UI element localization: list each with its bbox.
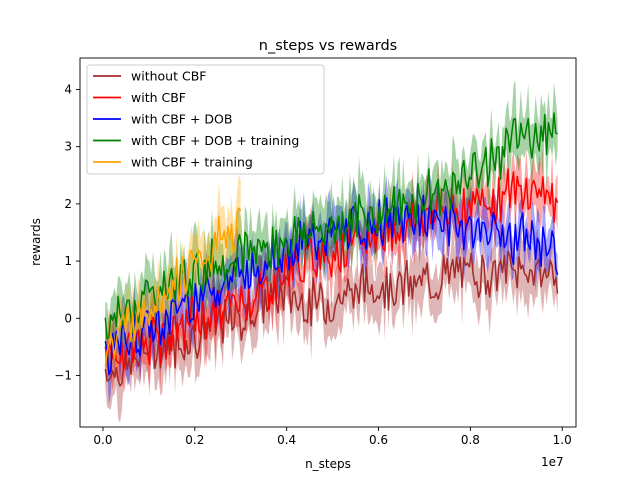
series-line [104, 194, 559, 376]
series-line [104, 168, 559, 371]
series-band [105, 80, 558, 375]
y-tick-label: 0 [64, 311, 72, 325]
legend: without CBF with CBF with CBF + DOB with CB… [86, 64, 325, 175]
y-axis-label: rewards [29, 218, 43, 266]
x-axis-scale-label: 1e7 [541, 455, 564, 469]
y-tick-label: −1 [54, 369, 72, 383]
legend-label: with CBF + DOB + training [131, 133, 299, 148]
x-axis-label: n_steps [305, 457, 351, 471]
plot-frame [79, 57, 577, 428]
legend-label: without CBF [131, 69, 206, 84]
y-axis-ticks: −1 0 1 2 3 4 [54, 82, 80, 383]
y-tick-label: 4 [64, 82, 72, 96]
series-band [105, 173, 558, 405]
series-line [104, 207, 242, 367]
legend-box [86, 64, 325, 175]
x-tick-label: 0.8 [461, 433, 480, 447]
y-tick-label: 2 [64, 197, 72, 211]
legend-label: with CBF + training [131, 155, 253, 170]
series-lines [104, 112, 559, 387]
x-tick-label: 0.0 [93, 433, 112, 447]
legend-label: with CBF + DOB [131, 112, 232, 127]
series-line [104, 112, 558, 340]
x-tick-label: 0.6 [369, 433, 388, 447]
y-tick-label: 1 [64, 254, 72, 268]
x-tick-label: 1.0 [553, 433, 572, 447]
x-tick-label: 0.4 [277, 433, 296, 447]
chart-title: n_steps vs rewards [259, 38, 398, 54]
x-axis-ticks: 0.0 0.2 0.4 0.6 0.8 1.0 [93, 427, 572, 447]
series-line [104, 250, 559, 387]
x-tick-label: 0.2 [185, 433, 204, 447]
y-tick-label: 3 [64, 140, 72, 154]
legend-label: with CBF [131, 90, 186, 105]
